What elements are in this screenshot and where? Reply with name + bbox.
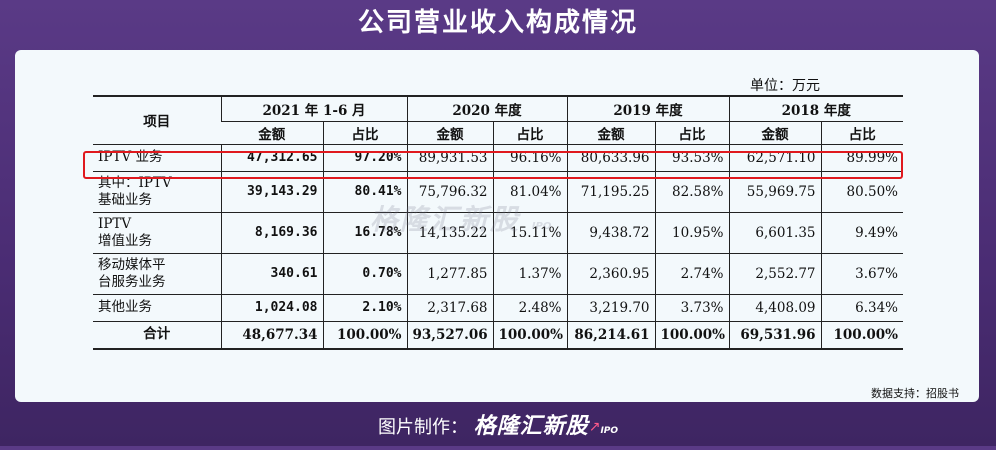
page-title: 公司营业收入构成情况 xyxy=(357,8,638,38)
period-header: 2021 年 1-6 月 xyxy=(220,95,408,122)
amount-cell: 1,024.08 xyxy=(220,294,323,322)
amount-cell: 86,214.61 xyxy=(566,321,656,350)
table-card: 单位：万元 项目 2021 年 1-6 月 2020 年度 2019 年度 20… xyxy=(15,50,979,402)
amount-cell: 47,312.65 xyxy=(220,144,323,172)
table-row: 其他业务 1,024.08 2.10% 2,317.68 2.48% 3,219.70 3.… xyxy=(93,294,904,322)
ratio-cell: 96.16% xyxy=(492,144,568,172)
ratio-cell: 82.58% xyxy=(654,171,730,213)
ratio-cell: 3.73% xyxy=(654,294,730,322)
amount-cell: 340.61 xyxy=(220,253,323,295)
watermark: 格隆汇新股 IPO xyxy=(370,203,552,236)
arrow-icon: ↗ xyxy=(588,419,601,435)
period-header: 2020 年度 xyxy=(406,95,568,122)
amount-cell: 14,135.22 xyxy=(406,212,494,254)
ratio-cell: 80.50% xyxy=(820,171,904,213)
row-item-label: IPTV 业务 xyxy=(93,144,221,172)
row-item-label: 其中：IPTV 基础业务 xyxy=(93,171,221,213)
amount-cell: 9,438.72 xyxy=(566,212,656,254)
footer-label: 图片制作： xyxy=(377,417,468,438)
amount-cell: 71,195.25 xyxy=(566,171,656,213)
period-header: 2018 年度 xyxy=(728,95,904,122)
ratio-cell: 93.53% xyxy=(654,144,730,172)
ratio-cell: 100.00% xyxy=(654,321,730,350)
amount-header: 金额 xyxy=(406,121,494,145)
ratio-cell: 2.10% xyxy=(322,294,408,322)
ratio-cell: 9.49% xyxy=(820,212,904,254)
ratio-cell: 100.00% xyxy=(322,321,408,350)
ratio-cell: 1.37% xyxy=(492,253,568,295)
amount-header: 金额 xyxy=(221,121,323,145)
ratio-cell: 97.20% xyxy=(322,144,408,172)
amount-cell: 93,527.06 xyxy=(406,321,494,350)
col-item-header: 项目 xyxy=(93,95,221,145)
row-item-label: 移动媒体平 台服务业务 xyxy=(93,253,221,295)
footer-brand: 格隆汇新股 xyxy=(473,414,589,439)
ratio-cell: 2.48% xyxy=(492,294,568,322)
row-item-label: 其他业务 xyxy=(93,294,221,322)
ratio-cell: 100.00% xyxy=(820,321,904,350)
row-item-label: 合计 xyxy=(93,321,221,350)
row-item-label: IPTV 增值业务 xyxy=(93,212,221,254)
amount-cell: 8,169.36 xyxy=(220,212,323,254)
amount-cell: 2,552.77 xyxy=(728,253,822,295)
ratio-cell: 3.67% xyxy=(820,253,904,295)
ratio-cell: 2.74% xyxy=(654,253,730,295)
amount-cell: 1,277.85 xyxy=(406,253,494,295)
ratio-cell: 100.00% xyxy=(492,321,568,350)
ratio-cell: 15.11% xyxy=(492,212,568,254)
amount-cell: 55,969.75 xyxy=(728,171,822,213)
ratio-cell: 16.78% xyxy=(322,212,408,254)
unit-label: 单位：万元 xyxy=(750,78,820,94)
table-row: IPTV 增值业务 8,169.36 16.78% 14,135.22 15.11% 9,… xyxy=(93,212,904,254)
amount-cell: 80,633.96 xyxy=(566,144,656,172)
table-row: IPTV 业务 47,312.65 97.20% 89,931.53 96.16% 80,… xyxy=(93,144,904,172)
ratio-cell: 6.34% xyxy=(820,294,904,322)
amount-header: 金额 xyxy=(728,121,822,145)
ratio-header: 占比 xyxy=(492,121,568,145)
table-row: 移动媒体平 台服务业务 340.61 0.70% 1,277.85 1.37% 2,360… xyxy=(93,253,904,295)
amount-cell: 3,219.70 xyxy=(566,294,656,322)
amount-cell: 62,571.10 xyxy=(728,144,822,172)
footer: 图片制作： 格隆汇新股↗IPO xyxy=(0,408,996,446)
amount-cell: 39,143.29 xyxy=(220,171,323,213)
amount-cell: 48,677.34 xyxy=(220,321,323,350)
amount-header: 金额 xyxy=(566,121,656,145)
ratio-cell: 0.70% xyxy=(322,253,408,295)
amount-cell: 2,360.95 xyxy=(566,253,656,295)
table-row: 合计 48,677.34 100.00% 93,527.06 100.00% 86,214… xyxy=(93,321,904,350)
amount-cell: 2,317.68 xyxy=(406,294,494,322)
amount-cell: 6,601.35 xyxy=(728,212,822,254)
amount-cell: 89,931.53 xyxy=(406,144,494,172)
source-note: 数据支持：招股书 xyxy=(871,387,959,400)
footer-ipo: IPO xyxy=(600,426,619,436)
period-header: 2019 年度 xyxy=(566,95,730,122)
amount-cell: 69,531.96 xyxy=(728,321,822,350)
ratio-header: 占比 xyxy=(322,121,408,145)
ratio-cell: 89.99% xyxy=(820,144,904,172)
amount-cell: 4,408.09 xyxy=(728,294,822,322)
ratio-header: 占比 xyxy=(654,121,730,145)
ratio-cell: 10.95% xyxy=(654,212,730,254)
ratio-header: 占比 xyxy=(820,121,904,145)
